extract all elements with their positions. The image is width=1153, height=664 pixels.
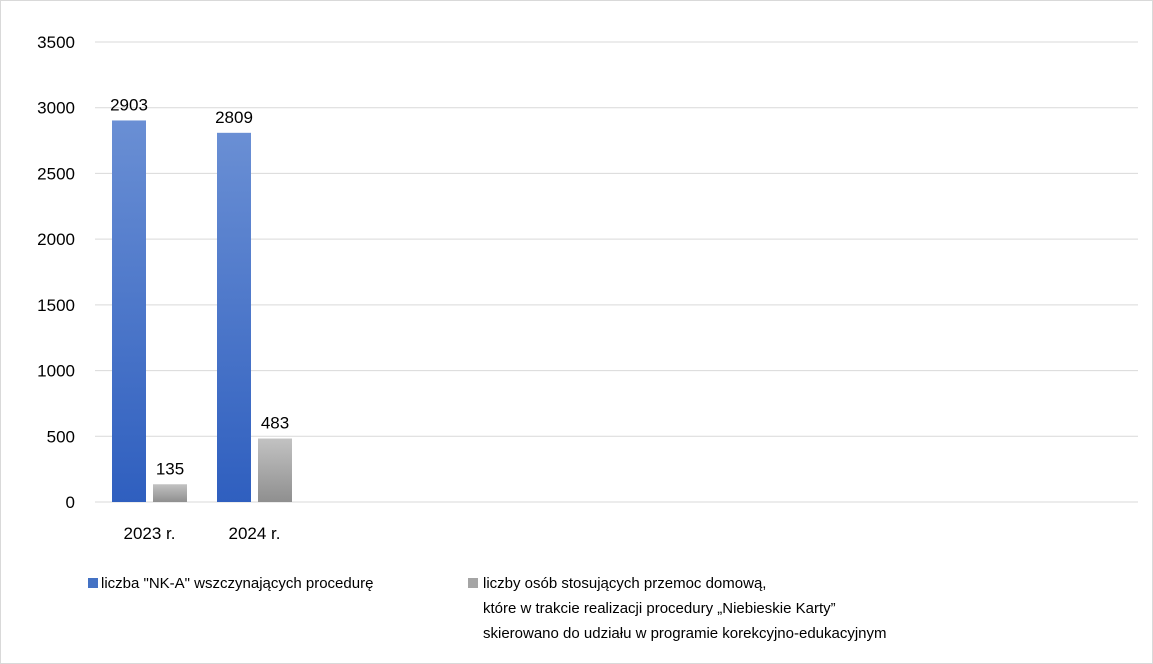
y-tick-label: 1500 [37,296,75,315]
y-tick-label: 2000 [37,230,75,249]
y-tick-label: 2500 [37,164,75,183]
y-tick-label: 3000 [37,99,75,118]
data-label: 2809 [215,108,253,127]
legend-swatch-series-1 [88,578,98,588]
legend-label-series-1: liczba "NK-A" wszczynających procedurę [101,575,373,592]
y-tick-label: 0 [66,493,75,512]
data-labels: 2903 135 2809 483 [110,95,289,478]
y-tick-label: 500 [47,427,75,446]
x-category-label: 2024 r. [229,524,281,543]
bar-series-1-2 [217,132,251,502]
legend: liczba "NK-A" wszczynających procedurę li… [88,575,887,642]
x-category-label: 2023 r. [124,524,176,543]
y-tick-label: 1000 [37,362,75,381]
y-tick-label: 3500 [37,33,75,52]
legend-label-series-2-line-3: skierowano do udziału w programie korekc… [483,625,887,642]
legend-label-series-2-line-2: które w trakcie realizacji procedury „Ni… [483,600,836,617]
gridlines [95,41,1138,503]
legend-swatch-series-2 [468,578,478,588]
bar-series-2-2 [258,438,292,502]
x-axis-categories: 2023 r. 2024 r. [124,524,281,543]
bar-series-2-1 [153,484,187,502]
bars [112,120,292,502]
y-axis-ticks: 0 500 1000 1500 2000 2500 3000 3500 [37,33,75,512]
data-label: 135 [156,459,184,478]
bar-series-1-1 [112,120,146,502]
legend-label-series-2-line-1: liczby osób stosujących przemoc domową, [483,575,766,592]
data-label: 483 [261,414,289,433]
data-label: 2903 [110,95,148,114]
